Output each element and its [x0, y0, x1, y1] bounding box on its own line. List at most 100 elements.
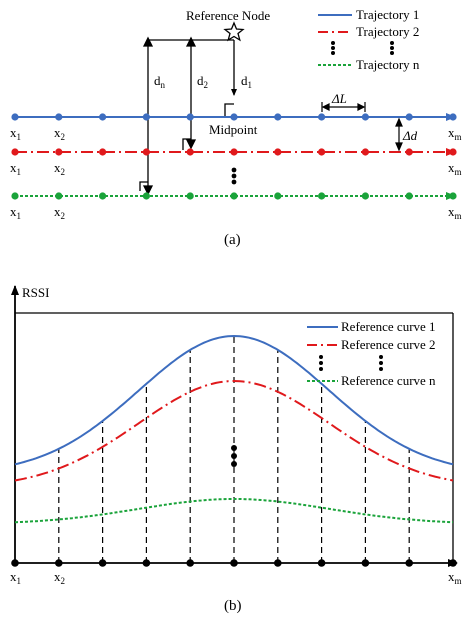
trajectory-n-point-9	[361, 192, 369, 200]
axis-sample-point-10	[405, 559, 414, 567]
trajectory-n-point-6	[230, 192, 238, 200]
axis-sample-point-5	[186, 559, 194, 567]
trajectory-1-point-4	[142, 113, 150, 121]
b-x1-label: x1	[10, 569, 21, 586]
trajectory-n-point-1	[11, 192, 19, 200]
d2-right-angle-marker	[182, 138, 191, 150]
trajectory-1-point-8	[318, 113, 326, 121]
tn-xm-label: xm	[448, 204, 462, 221]
trajectory-1-point-7	[274, 113, 282, 121]
reference-node-label: Reference Node	[186, 8, 270, 23]
t2-x1-label: x1	[10, 160, 21, 177]
t2-xm-label: xm	[448, 160, 462, 177]
t1-xm-label: xm	[448, 125, 462, 142]
panel-a: Reference Node dn d2 d1 Midpoint ΔL	[10, 7, 462, 248]
legend-curve-1-label: Reference curve 1	[341, 319, 436, 334]
tn-x1-label: x1	[10, 204, 21, 221]
trajectory-1-point-11	[449, 113, 457, 121]
t1-x2-label: x2	[54, 125, 65, 142]
x-axis-sample-points	[11, 559, 457, 567]
trajectory-2-point-4	[142, 148, 150, 156]
caption-a: (a)	[224, 232, 241, 248]
b-xm-label: xm	[448, 569, 462, 586]
dn-up-arrow	[142, 36, 154, 47]
reference-curve-2	[14, 379, 454, 482]
trajectory-1-point-6	[230, 113, 238, 121]
trajectory-n-point-8	[318, 192, 326, 200]
midpoint-label: Midpoint	[209, 122, 258, 137]
trajectory-1-point-9	[361, 113, 369, 121]
legend-a: Trajectory 1 Trajectory 2 Trajectory n	[318, 7, 420, 72]
panel-a-x-labels: x1 x2 xm x1 x2 xm x1 x2 xm	[10, 125, 462, 221]
delta-d-label: Δd	[402, 128, 418, 143]
legend-curve-2-label: Reference curve 2	[341, 337, 436, 352]
trajectory-2-point-7	[274, 148, 282, 156]
panel-b: RSSI x1 x2 xm Reference curve 1 Referenc…	[10, 285, 462, 614]
t2-x2-label: x2	[54, 160, 65, 177]
trajectory-2-point-9	[361, 148, 369, 156]
trajectory-2-point-6	[230, 148, 238, 156]
trajectory-n-points	[11, 192, 457, 200]
trajectory-2-point-11	[449, 148, 457, 156]
trajectory-1-point-3	[99, 113, 107, 121]
trajectory-2-point-8	[318, 148, 326, 156]
legend-b-ellipsis-icon	[319, 355, 383, 371]
d2-up-arrow	[185, 36, 197, 47]
reference-curve-1	[14, 334, 454, 466]
axis-sample-point-3	[98, 559, 107, 567]
trajectory-n-point-10	[405, 192, 413, 200]
trajectory-ellipsis-icon	[231, 167, 237, 185]
d2-label: d2	[197, 73, 208, 90]
axis-sample-point-9	[361, 559, 370, 567]
legend-trajectory-n-label: Trajectory n	[356, 57, 420, 72]
trajectory-n-point-2	[55, 192, 63, 200]
distance-lines	[139, 36, 237, 196]
trajectory-1-point-2	[55, 113, 63, 121]
legend-b: Reference curve 1 Reference curve 2 Refe…	[307, 319, 436, 388]
delta-d-marker	[395, 117, 403, 152]
delta-l-marker	[321, 102, 366, 112]
t1-x1-label: x1	[10, 125, 21, 142]
trajectory-n-point-3	[99, 192, 107, 200]
trajectory-2-point-10	[405, 148, 413, 156]
caption-b: (b)	[224, 598, 242, 614]
dn-right-angle-marker	[139, 181, 148, 191]
trajectory-2-point-2	[55, 148, 63, 156]
trajectory-1-points	[11, 113, 457, 121]
trajectory-2-point-3	[99, 148, 107, 156]
legend-trajectory-2-label: Trajectory 2	[356, 24, 419, 39]
reference-curve-n	[14, 498, 454, 524]
d2-down-arrow	[185, 139, 197, 150]
axis-sample-point-11	[449, 559, 457, 567]
trajectory-1-point-1	[11, 113, 19, 121]
trajectory-n-point-11	[449, 192, 457, 200]
trajectory-2-point-5	[186, 148, 194, 156]
trajectory-n-point-5	[186, 192, 194, 200]
axis-sample-point-1	[11, 559, 19, 567]
legend-curve-n-label: Reference curve n	[341, 373, 436, 388]
axis-sample-point-8	[317, 559, 326, 567]
d1-label: d1	[241, 73, 252, 90]
axis-sample-point-7	[274, 559, 282, 567]
dn-label: dn	[154, 73, 166, 90]
trajectory-2-points	[11, 148, 457, 156]
legend-trajectory-1-label: Trajectory 1	[356, 7, 419, 22]
trajectory-1-point-10	[405, 113, 413, 121]
trajectory-2-point-1	[11, 148, 19, 156]
legend-ellipsis-icon	[331, 41, 394, 55]
axis-sample-point-4	[142, 559, 151, 567]
trajectory-n-point-7	[274, 192, 282, 200]
reference-node-star-icon	[223, 21, 245, 42]
curve-ellipsis-icon	[231, 445, 237, 467]
trajectory-n-point-4	[142, 192, 150, 200]
axis-sample-point-2	[55, 559, 63, 567]
y-axis-label: RSSI	[22, 285, 49, 300]
trajectory-1-point-5	[186, 113, 194, 121]
d1-right-angle-marker	[224, 103, 234, 117]
tn-x2-label: x2	[54, 204, 65, 221]
b-x2-label: x2	[54, 569, 65, 586]
axis-sample-point-6	[230, 559, 238, 567]
delta-l-label: ΔL	[331, 91, 347, 106]
dn-down-arrow	[142, 185, 154, 196]
